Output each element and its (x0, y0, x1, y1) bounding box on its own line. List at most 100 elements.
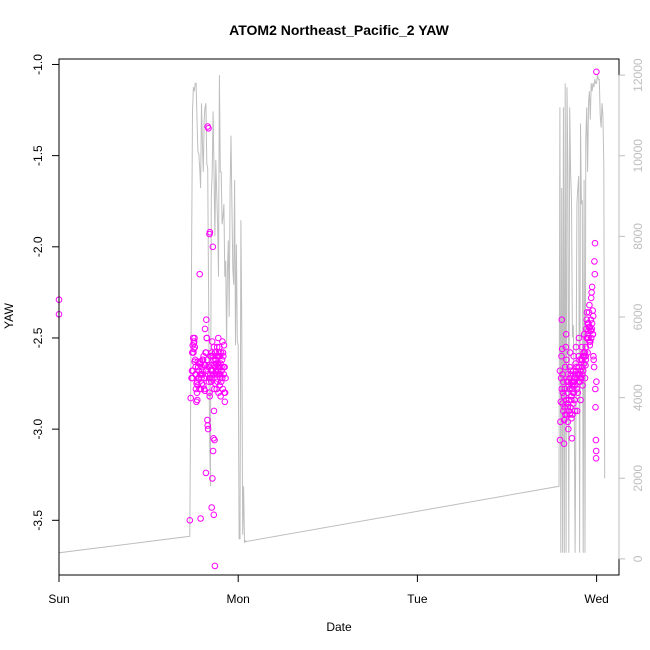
data-point (576, 356, 583, 364)
data-point (191, 343, 199, 351)
data-point (591, 239, 599, 247)
data-point (214, 360, 222, 367)
data-point (558, 385, 566, 393)
x-tick-label: Tue (407, 592, 428, 606)
data-point (557, 418, 564, 426)
data-point (569, 378, 576, 386)
data-point (217, 360, 224, 367)
data-point (565, 378, 572, 386)
data-point (576, 371, 583, 378)
data-point (570, 367, 577, 375)
data-point (199, 367, 206, 375)
y2-tick-label: 0 (631, 555, 645, 562)
data-point (220, 342, 228, 349)
data-point (201, 387, 209, 395)
data-point (189, 349, 196, 356)
data-point (211, 436, 218, 444)
data-point (584, 320, 591, 327)
data-point (216, 374, 224, 382)
data-point (210, 407, 218, 415)
data-point (565, 407, 573, 415)
y2-tick-label: 6000 (631, 303, 645, 330)
data-point (211, 385, 218, 393)
data-point (556, 436, 564, 444)
data-point (575, 363, 583, 371)
data-point (562, 331, 570, 338)
data-point (588, 289, 595, 296)
data-point (565, 396, 573, 404)
data-point (563, 411, 571, 418)
data-point (217, 378, 225, 386)
data-point (188, 367, 196, 375)
data-point (588, 283, 596, 291)
data-point (204, 422, 211, 429)
data-point (186, 517, 194, 524)
data-point (209, 475, 216, 482)
data-point (208, 504, 215, 511)
data-point (218, 356, 226, 364)
data-point (203, 334, 210, 342)
data-point (564, 389, 571, 397)
data-point (197, 515, 204, 522)
data-point (560, 393, 568, 400)
data-point (558, 345, 566, 353)
data-point (569, 385, 576, 393)
data-point (571, 371, 579, 378)
y2-tick-label: 10000 (631, 139, 645, 173)
data-point (583, 309, 591, 316)
data-point (566, 411, 574, 418)
data-point (221, 363, 228, 371)
data-point (216, 363, 223, 371)
data-point (570, 389, 578, 397)
data-point (584, 349, 591, 356)
data-point (210, 511, 218, 519)
y-tick-label: -2.0 (31, 236, 45, 257)
data-point (583, 334, 591, 342)
data-point (586, 342, 594, 349)
data-point (208, 338, 216, 345)
data-point (574, 389, 582, 397)
data-point (202, 469, 210, 477)
data-point (591, 258, 598, 265)
data-point (209, 447, 217, 455)
y2-tick-label: 12000 (631, 58, 645, 92)
data-point (566, 349, 574, 356)
y2-tick-label: 8000 (631, 223, 645, 250)
data-point (187, 394, 194, 402)
data-point (562, 343, 570, 351)
data-point (219, 338, 226, 345)
data-point (203, 316, 210, 324)
data-point (202, 349, 210, 356)
data-point (558, 352, 565, 360)
data-point (220, 371, 228, 378)
data-point (199, 356, 207, 364)
data-point (221, 389, 229, 397)
data-point (579, 382, 586, 389)
x-tick-label: Wed (584, 592, 608, 606)
data-point (590, 352, 597, 360)
data-point (206, 230, 213, 238)
data-point (212, 367, 220, 375)
data-point (204, 425, 212, 433)
data-point (559, 389, 567, 397)
data-point (221, 398, 229, 406)
data-point (592, 436, 600, 444)
x-tick-label: Sun (48, 592, 69, 606)
data-point (560, 378, 567, 386)
series-line (58, 74, 606, 554)
data-point (579, 352, 587, 360)
data-point (590, 363, 598, 371)
data-point (192, 385, 200, 393)
data-point (215, 349, 223, 356)
x-tick-label: Mon (227, 592, 250, 606)
data-point (201, 325, 209, 333)
data-point (571, 407, 579, 415)
axes-layer: Sun Mon Tue Wed -1.0 -1.5 -2.0 -2.5 -3.0 -3.5 0 200… (31, 54, 645, 606)
data-point (570, 400, 577, 407)
data-point (583, 316, 591, 324)
data-point (579, 371, 586, 378)
data-point (592, 455, 600, 462)
data-point (566, 363, 574, 371)
data-point (590, 356, 598, 364)
